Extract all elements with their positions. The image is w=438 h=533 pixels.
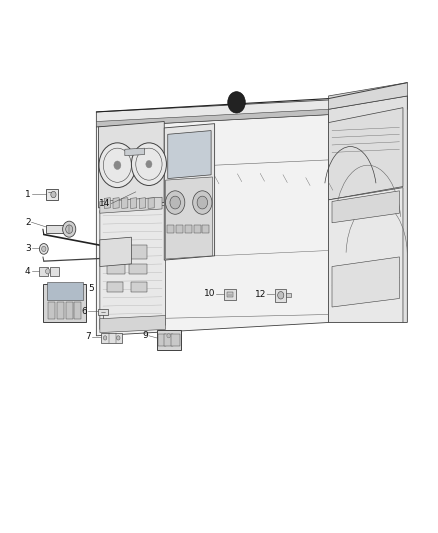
- Polygon shape: [129, 264, 147, 274]
- Polygon shape: [46, 189, 58, 200]
- Polygon shape: [43, 284, 86, 322]
- Polygon shape: [185, 225, 192, 233]
- Polygon shape: [131, 282, 147, 292]
- Polygon shape: [122, 198, 128, 208]
- Text: 2: 2: [25, 218, 31, 227]
- Circle shape: [63, 221, 76, 237]
- Circle shape: [114, 161, 121, 169]
- Polygon shape: [202, 225, 209, 233]
- Polygon shape: [57, 302, 64, 319]
- Circle shape: [131, 143, 166, 185]
- Circle shape: [228, 92, 245, 113]
- Polygon shape: [107, 282, 123, 292]
- Polygon shape: [164, 334, 173, 346]
- Circle shape: [166, 191, 185, 214]
- Polygon shape: [101, 333, 122, 343]
- Polygon shape: [39, 267, 48, 276]
- Polygon shape: [74, 302, 81, 319]
- Text: 7: 7: [85, 333, 91, 341]
- Polygon shape: [113, 198, 119, 208]
- Polygon shape: [164, 124, 215, 260]
- Polygon shape: [328, 188, 403, 322]
- Circle shape: [278, 292, 284, 299]
- Polygon shape: [107, 264, 125, 274]
- Polygon shape: [125, 148, 145, 156]
- Polygon shape: [286, 293, 291, 297]
- Polygon shape: [275, 289, 286, 302]
- Circle shape: [42, 246, 46, 252]
- Polygon shape: [194, 225, 201, 233]
- Polygon shape: [224, 289, 236, 300]
- Polygon shape: [96, 109, 328, 127]
- Circle shape: [197, 196, 208, 209]
- Circle shape: [46, 269, 50, 274]
- Polygon shape: [171, 334, 180, 346]
- Circle shape: [103, 336, 107, 340]
- Polygon shape: [131, 198, 137, 208]
- Polygon shape: [328, 83, 407, 109]
- Polygon shape: [332, 191, 399, 223]
- Polygon shape: [328, 96, 407, 322]
- Circle shape: [170, 196, 180, 209]
- Polygon shape: [48, 302, 55, 319]
- Polygon shape: [148, 198, 154, 208]
- Polygon shape: [100, 205, 166, 329]
- Text: 4: 4: [25, 267, 31, 276]
- Polygon shape: [176, 225, 183, 233]
- Circle shape: [117, 336, 120, 340]
- Text: 1: 1: [25, 190, 31, 198]
- Polygon shape: [100, 316, 166, 333]
- Polygon shape: [332, 257, 399, 307]
- Polygon shape: [156, 330, 180, 350]
- Polygon shape: [46, 225, 69, 233]
- Polygon shape: [166, 177, 212, 259]
- Polygon shape: [98, 309, 108, 315]
- Polygon shape: [139, 198, 145, 208]
- Polygon shape: [100, 197, 162, 213]
- Polygon shape: [47, 282, 83, 300]
- Circle shape: [193, 191, 212, 214]
- Text: 14: 14: [99, 199, 110, 208]
- Polygon shape: [158, 334, 166, 346]
- Polygon shape: [168, 131, 211, 179]
- Polygon shape: [167, 225, 174, 233]
- Text: 6: 6: [82, 307, 88, 316]
- Polygon shape: [50, 267, 59, 276]
- Circle shape: [51, 191, 56, 198]
- Polygon shape: [129, 245, 147, 259]
- Polygon shape: [66, 302, 73, 319]
- Polygon shape: [107, 245, 125, 259]
- Polygon shape: [227, 292, 233, 297]
- Polygon shape: [104, 198, 110, 208]
- Text: 12: 12: [255, 290, 266, 298]
- Text: 3: 3: [25, 244, 31, 253]
- Circle shape: [167, 334, 170, 338]
- Circle shape: [39, 244, 48, 254]
- Polygon shape: [96, 115, 328, 336]
- Circle shape: [66, 225, 73, 233]
- Polygon shape: [99, 122, 164, 208]
- Circle shape: [99, 143, 136, 188]
- Circle shape: [146, 160, 152, 168]
- Text: 9: 9: [142, 332, 148, 340]
- Polygon shape: [96, 96, 407, 127]
- Text: 5: 5: [88, 285, 94, 293]
- Polygon shape: [328, 108, 403, 200]
- Polygon shape: [100, 237, 131, 266]
- Text: 10: 10: [204, 289, 215, 298]
